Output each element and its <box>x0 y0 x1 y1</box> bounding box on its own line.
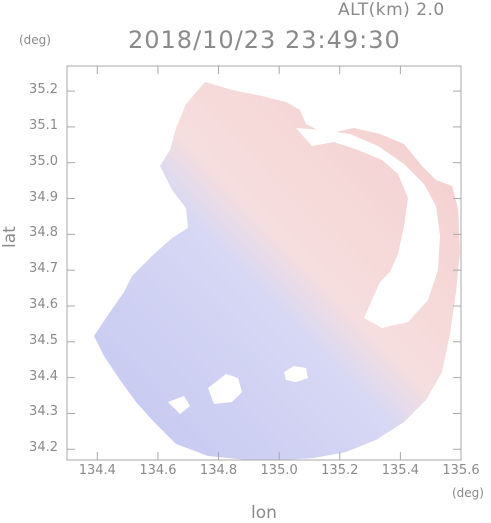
x-axis-unit: (deg) <box>452 486 484 500</box>
echo-hole <box>168 396 190 414</box>
y-tick-label: 35.2 <box>29 82 58 98</box>
y-tick-label: 35.1 <box>29 117 58 133</box>
y-tick-label: 34.8 <box>29 225 58 241</box>
x-tick-label: 134.4 <box>78 463 116 478</box>
echo-gap <box>296 128 440 328</box>
echo-hole <box>284 366 308 382</box>
y-tick-marks <box>67 90 461 450</box>
echo-hole <box>208 374 242 404</box>
x-tick-marks <box>96 66 462 460</box>
y-tick-label: 34.3 <box>29 404 58 420</box>
observation-timestamp: 2018/10/23 23:49:30 <box>128 26 401 54</box>
y-tick-label: 34.4 <box>29 368 58 384</box>
x-tick-label: 135.6 <box>442 463 480 478</box>
y-axis-unit: (deg) <box>19 33 51 47</box>
y-tick-label: 34.6 <box>29 296 58 312</box>
y-tick-label: 35.0 <box>29 153 58 169</box>
x-axis-label: lon <box>251 503 277 523</box>
x-tick-label: 134.6 <box>139 463 177 478</box>
y-tick-label: 34.2 <box>29 440 58 456</box>
x-tick-label: 134.8 <box>199 463 238 478</box>
y-tick-label: 34.9 <box>29 189 58 205</box>
x-tick-label: 135.4 <box>381 463 419 478</box>
x-tick-label: 135.2 <box>321 463 359 478</box>
echo-region <box>94 82 460 460</box>
altitude-label: ALT(km) 2.0 <box>338 0 445 20</box>
y-tick-label: 34.5 <box>29 332 58 348</box>
y-tick-label: 34.7 <box>29 261 58 277</box>
x-tick-label: 135.0 <box>260 463 298 478</box>
plot-frame <box>66 65 462 461</box>
